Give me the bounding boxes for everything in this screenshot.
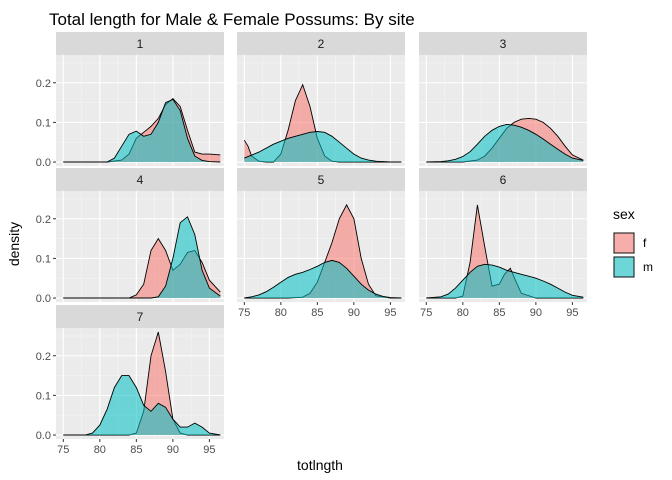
legend-key-m [613, 256, 635, 278]
facet-panel-6: 6 75 80 85 90 95 [419, 168, 587, 319]
density-area-m [63, 216, 221, 298]
density-line-m [426, 123, 584, 163]
y-tick-label: 0.1 [36, 117, 51, 129]
density-areas [244, 203, 402, 299]
facet-strip-label: 7 [137, 310, 144, 324]
legend-key-f [613, 232, 635, 254]
y-tick-label: 0.2 [36, 78, 51, 90]
x-tick-label: 90 [348, 307, 360, 319]
y-tick-label: 0.1 [36, 390, 51, 402]
legend: sex fm [613, 206, 653, 278]
facet-strip [56, 305, 224, 328]
y-tick-label: 0.1 [36, 253, 51, 265]
density-line-m [426, 263, 584, 299]
density-line-f [63, 237, 221, 299]
density-area-m [426, 124, 584, 162]
density-areas [63, 97, 221, 163]
y-tick-label: 0.2 [36, 214, 51, 226]
density-line-m [244, 131, 402, 163]
facet-strip [237, 32, 405, 55]
density-area-m [426, 264, 584, 298]
density-line-m [63, 98, 221, 163]
x-tick-label: 75 [420, 307, 432, 319]
legend-label-f: f [643, 236, 647, 250]
facet-strip-label: 2 [318, 37, 325, 51]
y-tick-label: 0.0 [36, 430, 51, 442]
facet-panel-7: 7 0.0 0.1 0.2 75 80 85 90 95 [36, 305, 224, 456]
facet-panel-4: 4 0.0 0.1 0.2 [36, 168, 224, 305]
density-areas [426, 204, 584, 299]
facet-panel-3: 3 [419, 32, 587, 166]
y-tick-label: 0.0 [36, 293, 51, 305]
x-axis-label: totlngth [297, 457, 343, 473]
y-tick-label: 0.2 [36, 351, 51, 363]
x-tick-label: 80 [275, 307, 287, 319]
facet-strip-label: 5 [318, 173, 325, 187]
facet-panel-5: 5 75 80 85 90 95 [237, 168, 405, 319]
density-area-m [244, 131, 402, 162]
x-tick-label: 90 [167, 444, 179, 456]
density-area-f [244, 204, 402, 298]
facet-strip [419, 168, 587, 191]
facet-strip-label: 3 [500, 37, 507, 51]
y-axis-label: density [6, 222, 22, 266]
density-areas [63, 331, 221, 436]
facet-strip [237, 168, 405, 191]
x-tick-label: 95 [384, 307, 396, 319]
facet-strip-label: 6 [500, 173, 507, 187]
x-tick-label: 75 [238, 307, 250, 319]
x-tick-label: 80 [94, 444, 106, 456]
facet-strip-label: 4 [137, 173, 144, 187]
facet-strip [419, 32, 587, 55]
x-tick-label: 85 [311, 307, 323, 319]
density-line-m [63, 216, 221, 299]
x-tick-label: 75 [57, 444, 69, 456]
facet-panel-2: 2 [237, 32, 405, 166]
facet-strip [56, 32, 224, 55]
density-areas [63, 216, 221, 299]
facet-strip [56, 168, 224, 191]
x-tick-label: 85 [493, 307, 505, 319]
facet-panels: 1 0.0 0.1 0.2 2 3 4 0.0 0.1 0.2 5 75 80 85 90 95 6 75 80 85… [36, 32, 587, 456]
density-area-m [244, 260, 402, 298]
x-tick-label: 85 [130, 444, 142, 456]
x-tick-label: 90 [530, 307, 542, 319]
density-line-m [63, 375, 221, 436]
legend-title: sex [613, 206, 635, 222]
y-tick-label: 0.0 [36, 157, 51, 169]
facet-panel-1: 1 0.0 0.1 0.2 [36, 32, 224, 169]
x-tick-label: 95 [566, 307, 578, 319]
density-areas [426, 117, 584, 163]
legend-label-m: m [643, 260, 653, 274]
facet-strip-label: 1 [137, 37, 144, 51]
chart-title: Total length for Male & Female Possums: … [49, 10, 415, 29]
x-tick-label: 80 [457, 307, 469, 319]
x-tick-label: 95 [203, 444, 215, 456]
density-areas [243, 83, 402, 163]
density-line-m [244, 259, 402, 299]
